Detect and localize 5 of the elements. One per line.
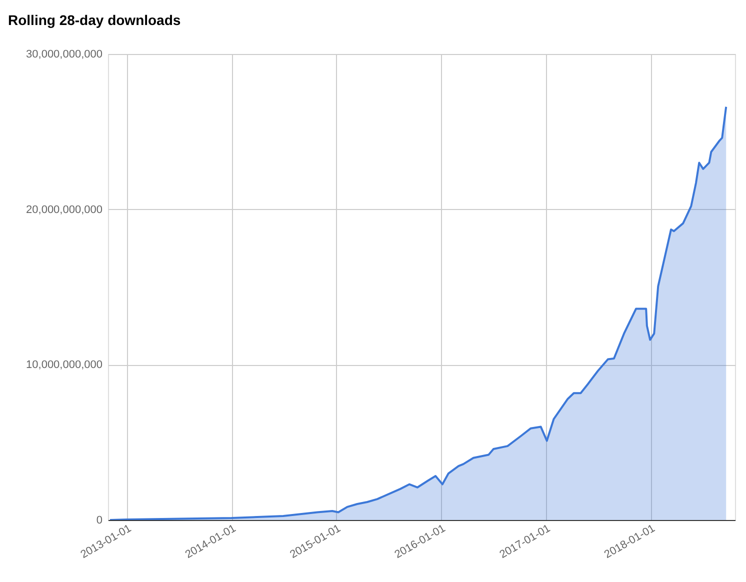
y-tick-label: 30,000,000,000 xyxy=(26,48,102,60)
chart-title: Rolling 28-day downloads xyxy=(8,12,181,28)
y-tick-label: 0 xyxy=(96,514,102,526)
y-tick-label: 10,000,000,000 xyxy=(26,359,102,372)
y-tick-label: 20,000,000,000 xyxy=(26,204,102,216)
